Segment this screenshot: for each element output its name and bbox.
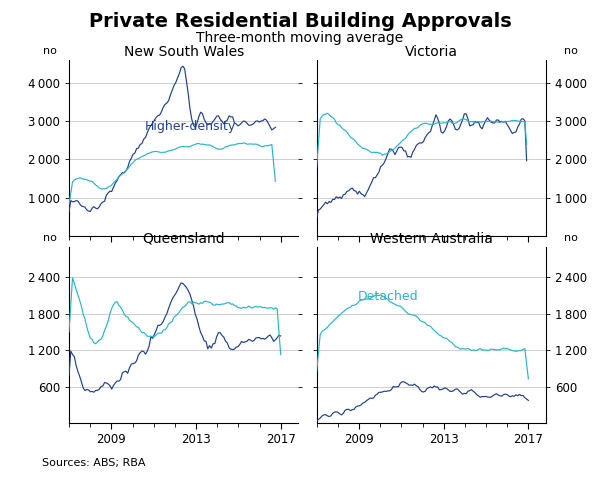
- Text: no: no: [43, 46, 56, 56]
- Title: Victoria: Victoria: [405, 44, 458, 59]
- Text: no: no: [43, 233, 56, 243]
- Text: Sources: ABS; RBA: Sources: ABS; RBA: [42, 458, 146, 468]
- Text: no: no: [565, 233, 578, 243]
- Text: Three-month moving average: Three-month moving average: [196, 31, 404, 45]
- Text: Higher-density: Higher-density: [145, 120, 236, 133]
- Title: Western Australia: Western Australia: [370, 231, 493, 246]
- Text: no: no: [565, 46, 578, 56]
- Text: Private Residential Building Approvals: Private Residential Building Approvals: [89, 12, 511, 31]
- Title: Queensland: Queensland: [142, 231, 225, 246]
- Title: New South Wales: New South Wales: [124, 44, 244, 59]
- Text: Detached: Detached: [358, 290, 419, 303]
